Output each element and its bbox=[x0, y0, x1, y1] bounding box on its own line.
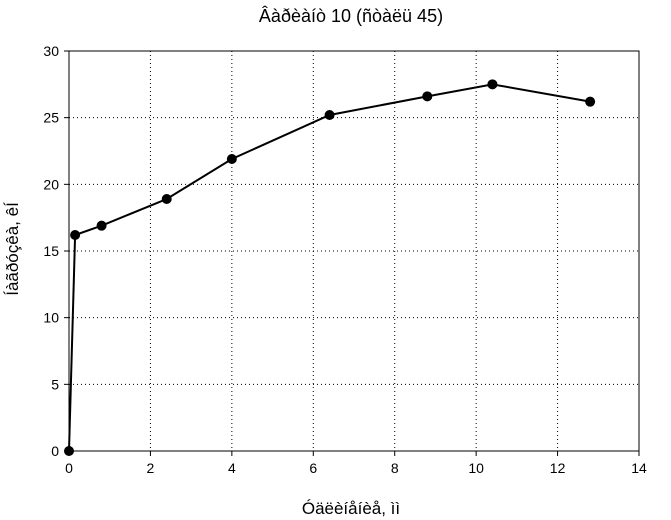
y-tick-label: 30 bbox=[43, 43, 59, 59]
grid bbox=[69, 51, 639, 451]
data-point bbox=[422, 91, 433, 102]
y-tick-label: 5 bbox=[51, 376, 59, 392]
y-tick-label: 15 bbox=[43, 243, 59, 259]
x-tick-label: 0 bbox=[65, 460, 73, 476]
data-point bbox=[226, 154, 237, 164]
data-point bbox=[161, 194, 172, 204]
series bbox=[64, 79, 596, 456]
x-tick-label: 12 bbox=[550, 460, 566, 476]
x-tick-label: 6 bbox=[309, 460, 317, 476]
x-tick-labels: 0 2 4 6 8 10 12 14 bbox=[65, 460, 647, 476]
x-axis-label: Óäëèíåíèå, ìì bbox=[302, 499, 400, 518]
x-tick-label: 10 bbox=[468, 460, 484, 476]
chart-title: Âàðèàíò 10 (ñòàëü 45) bbox=[259, 6, 443, 26]
x-tick-label: 8 bbox=[391, 460, 399, 476]
plot-frame bbox=[68, 50, 640, 452]
x-tick-label: 4 bbox=[228, 460, 236, 476]
y-tick-label: 0 bbox=[51, 443, 59, 459]
x-tick-label: 14 bbox=[631, 460, 647, 476]
data-point bbox=[70, 230, 81, 240]
data-point bbox=[324, 110, 335, 120]
y-tick-label: 10 bbox=[43, 310, 59, 326]
y-tick-labels: 0 5 10 15 20 25 30 bbox=[43, 43, 59, 459]
data-point bbox=[585, 96, 596, 107]
data-point bbox=[96, 220, 107, 231]
data-point bbox=[487, 79, 498, 90]
series-line bbox=[68, 83, 591, 452]
y-tick-label: 20 bbox=[43, 176, 59, 192]
y-tick-label: 25 bbox=[43, 110, 59, 126]
data-point bbox=[64, 446, 74, 456]
x-tick-label: 2 bbox=[147, 460, 155, 476]
y-axis-label: Íàãðóçêà, êÍ bbox=[3, 202, 22, 296]
